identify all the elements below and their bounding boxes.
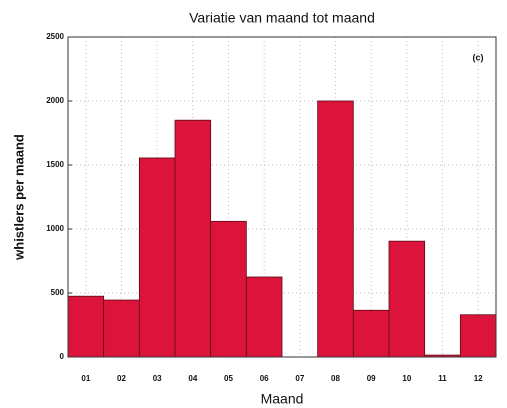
x-tick-label: 11 <box>438 374 447 383</box>
bar <box>103 299 140 358</box>
x-tick-label: 12 <box>474 374 483 383</box>
y-axis-label: whistlers per maand <box>11 134 26 261</box>
y-tick-label: 2500 <box>46 32 64 41</box>
y-tick-label: 1500 <box>46 160 64 169</box>
bar <box>317 100 354 358</box>
chart-title: Variatie van maand tot maand <box>189 10 375 26</box>
x-tick-label: 03 <box>153 374 162 383</box>
x-tick-label: 08 <box>331 374 340 383</box>
bar <box>174 119 212 358</box>
bar <box>138 157 176 358</box>
x-tick-label: 06 <box>260 374 269 383</box>
bar <box>245 276 283 358</box>
y-tick-label: 0 <box>60 352 65 361</box>
x-tick-label: 01 <box>81 374 90 383</box>
x-axis-label: Maand <box>261 391 304 407</box>
y-tick-label: 1000 <box>46 224 64 233</box>
y-tick-label: 500 <box>51 288 65 297</box>
x-tick-label: 07 <box>295 374 304 383</box>
bar <box>459 314 497 358</box>
bar <box>67 295 105 358</box>
bar <box>210 220 247 358</box>
bar <box>352 309 390 358</box>
x-tick-label: 05 <box>224 374 233 383</box>
x-tick-label: 10 <box>402 374 411 383</box>
bar <box>388 240 426 358</box>
x-tick-label: 04 <box>188 374 197 383</box>
y-tick-label: 2000 <box>46 96 64 105</box>
plot-frame <box>67 36 497 358</box>
x-tick-label: 09 <box>367 374 376 383</box>
x-tick-label: 02 <box>117 374 126 383</box>
